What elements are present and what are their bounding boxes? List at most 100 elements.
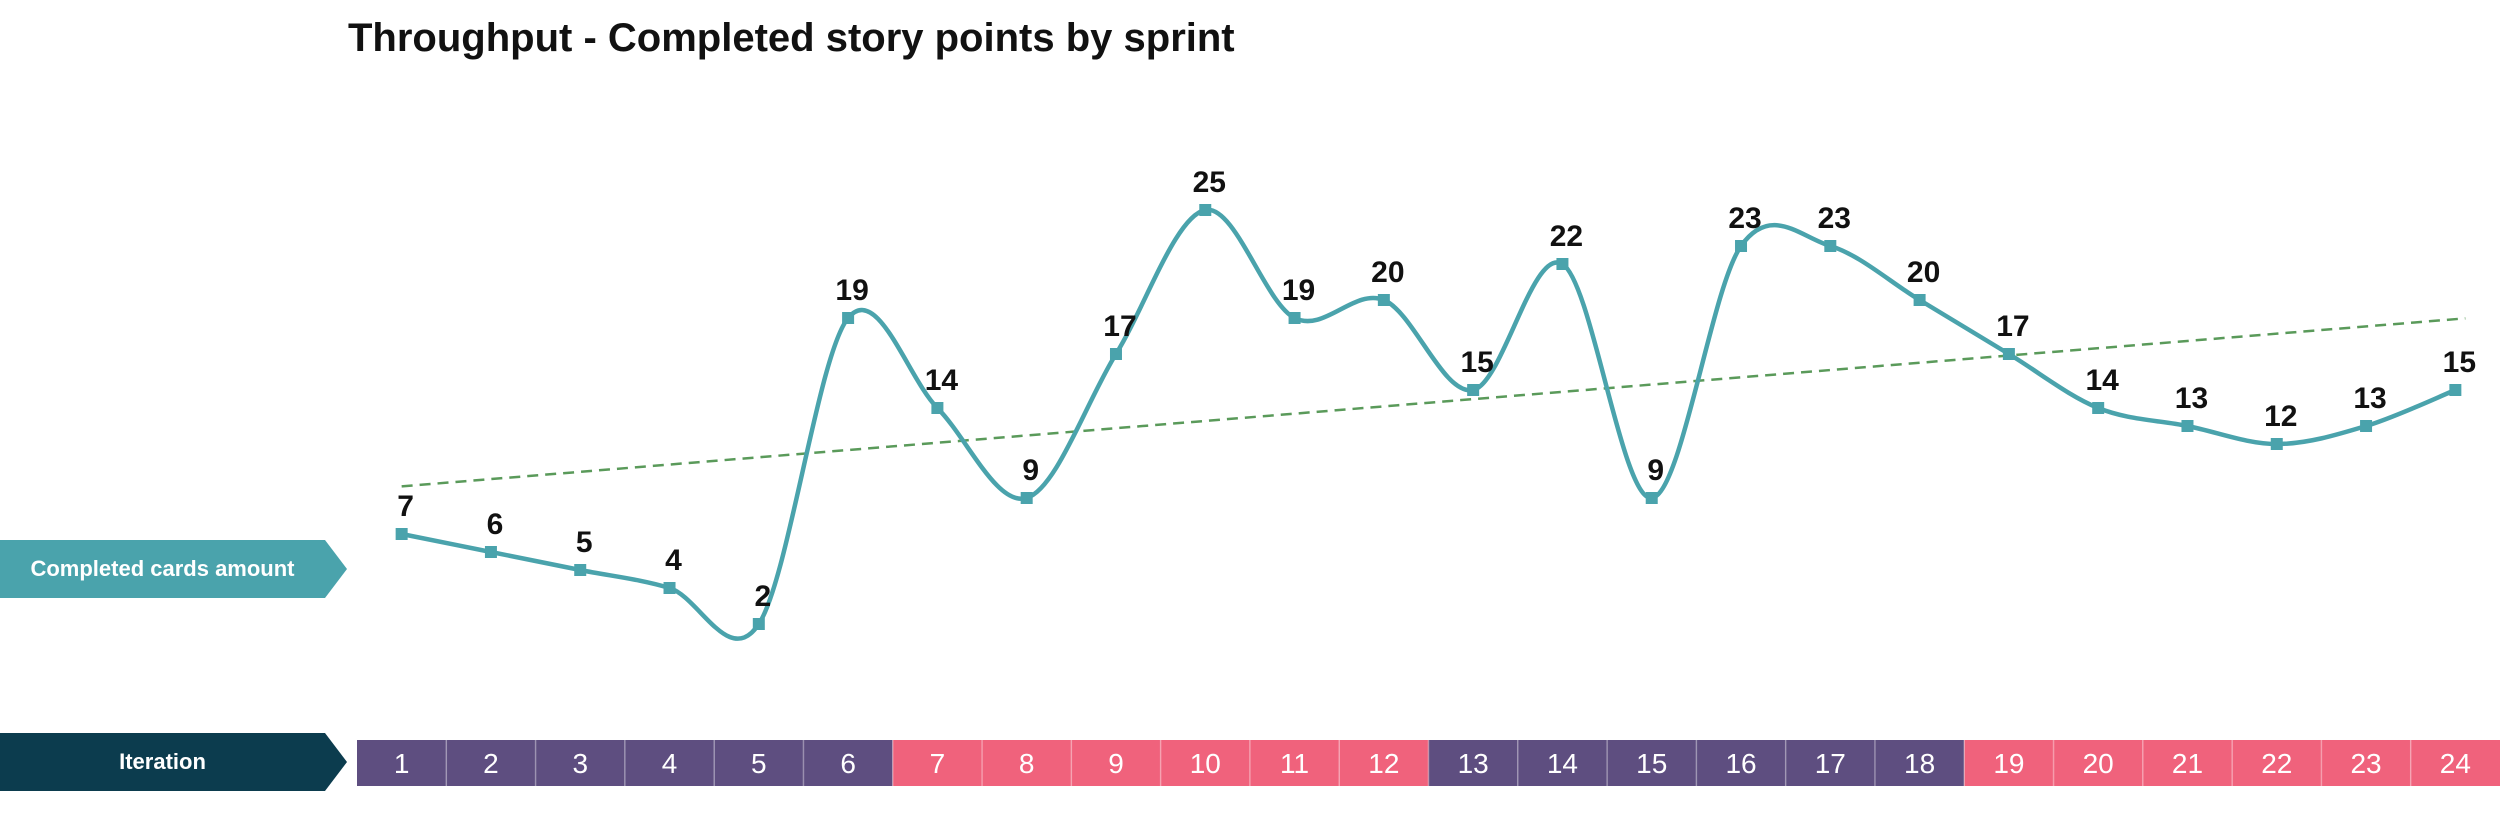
data-label: 17	[1996, 310, 2029, 343]
data-label: 12	[2264, 400, 2297, 433]
data-point-marker	[2360, 420, 2373, 432]
iteration-number: 22	[2261, 748, 2292, 779]
series-line	[399, 207, 2458, 641]
iteration-cell	[1339, 740, 1429, 786]
iteration-number: 5	[751, 748, 767, 779]
iteration-cell	[2410, 740, 2500, 786]
data-label: 9	[1647, 454, 1664, 487]
data-point-marker	[663, 582, 676, 594]
data-point-marker	[1109, 348, 1122, 360]
iteration-number: 6	[840, 748, 856, 779]
data-label: 2	[754, 580, 771, 613]
data-label: 20	[1907, 256, 1940, 289]
data-label: 7	[397, 490, 414, 523]
data-label: 14	[2086, 364, 2120, 397]
data-point-marker	[574, 564, 587, 576]
data-point-marker	[1020, 492, 1033, 504]
data-label: 15	[2443, 346, 2476, 379]
data-label: 4	[665, 544, 682, 577]
iteration-cell	[714, 740, 804, 786]
data-point-marker	[2092, 402, 2105, 414]
iteration-number: 16	[1725, 748, 1756, 779]
iteration-number: 11	[1280, 748, 1309, 779]
iteration-cell	[1607, 740, 1697, 786]
data-point-marker	[2181, 420, 2194, 432]
data-point-marker	[1288, 312, 1301, 324]
iteration-number: 4	[662, 748, 678, 779]
data-label: 19	[1282, 274, 1315, 307]
data-point-marker	[2449, 384, 2462, 396]
data-label: 25	[1193, 166, 1226, 199]
data-label: 15	[1460, 346, 1493, 379]
iteration-cell	[2053, 740, 2143, 786]
iteration-cell	[535, 740, 625, 786]
data-point-marker	[1735, 240, 1748, 252]
data-point-marker	[2270, 438, 2283, 450]
iteration-cell	[2321, 740, 2411, 786]
series-row-label-text: Completed cards amount	[30, 556, 295, 581]
iteration-number: 18	[1904, 748, 1935, 779]
data-label: 13	[2353, 382, 2386, 415]
iteration-number: 7	[930, 748, 946, 779]
data-label: 20	[1371, 256, 1404, 289]
iteration-cell	[1249, 740, 1340, 786]
iteration-number: 14	[1547, 748, 1578, 779]
iteration-number: 19	[1993, 748, 2024, 779]
data-point-marker	[484, 546, 497, 558]
data-point-marker	[931, 402, 944, 414]
data-label: 9	[1022, 454, 1039, 487]
iteration-number: 2	[483, 748, 499, 779]
iteration-number: 17	[1815, 748, 1846, 779]
iteration-number: 24	[2440, 748, 2471, 779]
iteration-number: 8	[1019, 748, 1035, 779]
iteration-number: 3	[572, 748, 588, 779]
iteration-cell	[982, 740, 1072, 786]
data-point-marker	[1467, 384, 1480, 396]
iteration-number: 13	[1458, 748, 1489, 779]
iteration-number: 23	[2350, 748, 2381, 779]
iteration-cell	[357, 740, 447, 786]
iteration-cell	[1071, 740, 1161, 786]
iteration-cell	[803, 740, 893, 786]
data-label: 17	[1103, 310, 1136, 343]
iteration-cell	[1517, 740, 1608, 786]
data-label: 23	[1818, 202, 1851, 235]
iteration-cell	[446, 740, 536, 786]
data-point-marker	[1645, 492, 1658, 504]
iteration-number: 21	[2172, 748, 2203, 779]
data-label: 14	[925, 364, 959, 397]
data-point-marker	[752, 618, 765, 630]
iteration-cell	[1964, 740, 2054, 786]
iteration-cell	[1428, 740, 1518, 786]
data-point-marker	[1913, 294, 1926, 306]
iteration-cell	[892, 740, 983, 786]
iteration-number: 12	[1368, 748, 1399, 779]
data-point-marker	[1824, 240, 1837, 252]
iteration-cell	[624, 740, 715, 786]
iteration-row-label-text: Iteration	[119, 749, 206, 774]
data-point-marker	[1199, 204, 1212, 216]
iteration-cell	[1160, 740, 1250, 786]
data-point-marker	[842, 312, 855, 324]
data-label: 22	[1550, 220, 1583, 253]
data-label: 6	[487, 508, 504, 541]
iteration-number: 15	[1636, 748, 1667, 779]
data-point-marker	[2002, 348, 2015, 360]
iteration-cell	[2232, 740, 2322, 786]
iteration-cell	[2142, 740, 2233, 786]
data-point-marker	[395, 528, 408, 540]
iteration-cell	[1874, 740, 1965, 786]
data-label: 13	[2175, 382, 2208, 415]
iteration-number: 9	[1108, 748, 1124, 779]
series-row-label: Completed cards amount	[0, 540, 347, 598]
data-point-marker	[1377, 294, 1390, 306]
data-point-marker	[1556, 258, 1569, 270]
iteration-number: 1	[394, 748, 410, 779]
iteration-number: 10	[1190, 748, 1221, 779]
data-label: 23	[1728, 202, 1761, 235]
iteration-cell	[1785, 740, 1875, 786]
iteration-cell	[1696, 740, 1786, 786]
data-label: 5	[576, 526, 593, 559]
iteration-row-label: Iteration	[0, 733, 347, 791]
